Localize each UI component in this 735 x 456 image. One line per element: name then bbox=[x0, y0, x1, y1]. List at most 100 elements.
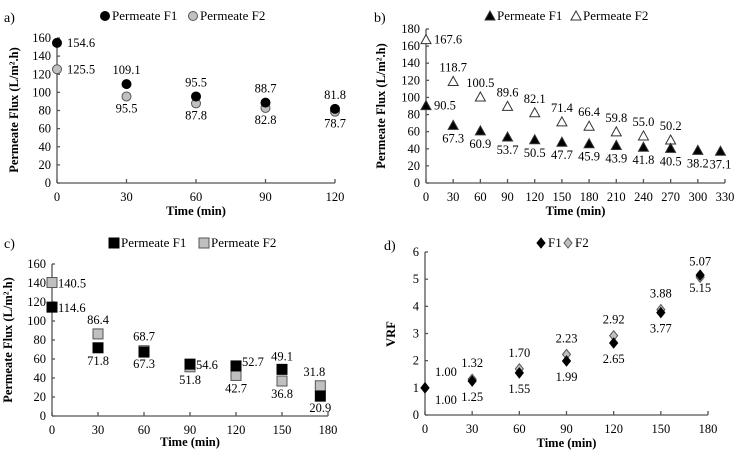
data-point bbox=[314, 380, 326, 392]
data-label: 3.88 bbox=[650, 287, 672, 301]
data-point bbox=[330, 103, 340, 114]
legend-item: Permeate F1 bbox=[108, 235, 186, 250]
x-tick-label: 180 bbox=[580, 190, 599, 204]
data-label: 5.15 bbox=[689, 281, 711, 295]
data-label: 167.6 bbox=[434, 33, 462, 47]
legend-label: F1 bbox=[548, 235, 562, 250]
y-tick-label: 0 bbox=[414, 176, 420, 190]
data-label: 60.9 bbox=[469, 137, 491, 151]
x-tick-label: 300 bbox=[688, 190, 707, 204]
x-tick-label: 150 bbox=[273, 423, 292, 437]
data-label: 2.65 bbox=[603, 352, 625, 366]
x-tick-label: 150 bbox=[553, 190, 572, 204]
data-point bbox=[474, 124, 487, 136]
chart-panel-b: b) 0 20 40 60 80 100 120 140 160 180 0 30 60 90 120 150 1… bbox=[374, 8, 734, 218]
x-tick-label: 240 bbox=[634, 190, 653, 204]
data-label: 1.70 bbox=[508, 346, 530, 360]
x-tick-label: 90 bbox=[184, 423, 197, 437]
data-label: 20.9 bbox=[309, 401, 331, 415]
y-tick-label: 20 bbox=[39, 158, 52, 172]
y-tick-label: 0 bbox=[40, 409, 46, 423]
x-tick-label: 60 bbox=[474, 190, 487, 204]
data-label: 5.07 bbox=[689, 254, 711, 268]
x-tick-label: 120 bbox=[227, 423, 246, 437]
legend-label: F2 bbox=[575, 235, 589, 250]
x-axis-title: Time (min) bbox=[166, 204, 226, 218]
y-tick-label: 120 bbox=[401, 73, 420, 87]
data-point bbox=[46, 277, 58, 289]
data-label: 50.5 bbox=[524, 146, 546, 160]
data-label: 88.7 bbox=[255, 82, 277, 96]
data-point bbox=[556, 115, 568, 127]
data-label: 38.2 bbox=[687, 156, 709, 170]
legend-item: Permeate F1 bbox=[100, 8, 177, 23]
data-label: 1.00 bbox=[435, 393, 457, 407]
series-permeate-f1: 90.5 67.3 60.9 53.7 50.5 47.7 45.9 43.9 41.8 40.5… bbox=[420, 99, 732, 171]
data-label: 140.5 bbox=[58, 277, 86, 291]
data-label: 1.00 bbox=[435, 365, 457, 379]
y-tick-label: 20 bbox=[408, 159, 421, 173]
legend-marker bbox=[198, 237, 210, 249]
data-label: 40.5 bbox=[660, 154, 682, 168]
data-label: 37.1 bbox=[710, 157, 732, 171]
panel-label: b) bbox=[374, 11, 386, 26]
x-tick-label: 330 bbox=[716, 190, 735, 204]
panel-label: c) bbox=[4, 237, 15, 252]
y-tick-label: 180 bbox=[401, 22, 420, 36]
data-label: 41.8 bbox=[633, 153, 655, 167]
data-label: 53.7 bbox=[497, 143, 519, 157]
y-tick-label: 40 bbox=[39, 140, 52, 154]
data-point bbox=[121, 79, 132, 90]
legend-marker bbox=[100, 11, 110, 21]
x-tick-label: 180 bbox=[699, 422, 718, 436]
y-axis-title: VRF bbox=[384, 321, 398, 347]
legend-item: F2 bbox=[563, 235, 589, 250]
data-label: 3.77 bbox=[650, 322, 672, 336]
x-tick-label: 270 bbox=[661, 190, 680, 204]
y-tick-label: 60 bbox=[34, 352, 47, 366]
data-point bbox=[664, 142, 677, 153]
y-axis-title: Permeate Flux (L/m².h) bbox=[374, 43, 388, 169]
legend-marker bbox=[563, 237, 573, 249]
x-tick-label: 30 bbox=[120, 190, 133, 204]
legend-label: Permeate F2 bbox=[200, 8, 265, 23]
data-label: 47.7 bbox=[551, 148, 573, 162]
x-tick-label: 180 bbox=[319, 423, 338, 437]
data-point bbox=[260, 97, 271, 108]
data-point bbox=[420, 33, 432, 45]
x-axis-title: Time (min) bbox=[537, 436, 597, 450]
x-tick-label: 90 bbox=[501, 190, 514, 204]
data-point bbox=[528, 133, 541, 145]
data-point bbox=[276, 363, 288, 375]
y-tick-label: 0 bbox=[45, 176, 51, 190]
data-point bbox=[610, 139, 623, 150]
data-point bbox=[610, 125, 623, 137]
data-point bbox=[52, 64, 62, 75]
y-tick-label: 100 bbox=[32, 85, 51, 99]
data-label: 71.4 bbox=[551, 101, 574, 115]
x-tick-label: 30 bbox=[466, 422, 479, 436]
data-label: 71.8 bbox=[87, 354, 109, 368]
data-label: 43.9 bbox=[605, 151, 627, 165]
y-tick-label: 60 bbox=[408, 125, 421, 139]
chart-panel-a: a) 0 20 40 60 80 100 120 140 160 0 30 60 90 120 Time (m… bbox=[4, 8, 346, 218]
data-label: 114.6 bbox=[58, 301, 86, 315]
data-label: 2.92 bbox=[603, 313, 625, 327]
series-permeate-f2: 140.5 86.4 68.7 51.8 42.7 36.8 31.8 bbox=[46, 277, 326, 401]
y-tick-label: 20 bbox=[34, 390, 47, 404]
data-point bbox=[556, 136, 568, 147]
data-point bbox=[583, 120, 595, 131]
y-tick-label: 40 bbox=[34, 371, 47, 385]
data-point bbox=[191, 91, 201, 102]
data-point bbox=[609, 337, 619, 349]
x-tick-label: 210 bbox=[607, 190, 626, 204]
series-permeate-f1: 154.6 109.1 95.5 88.7 81.8 bbox=[52, 36, 346, 114]
data-label: 51.8 bbox=[179, 373, 201, 387]
y-tick-label: 140 bbox=[27, 276, 46, 290]
data-label: 50.2 bbox=[660, 119, 682, 133]
data-label: 1.55 bbox=[508, 382, 530, 396]
x-tick-label: 0 bbox=[49, 423, 55, 437]
data-label: 81.8 bbox=[324, 88, 346, 102]
y-tick-label: 4 bbox=[413, 299, 420, 313]
